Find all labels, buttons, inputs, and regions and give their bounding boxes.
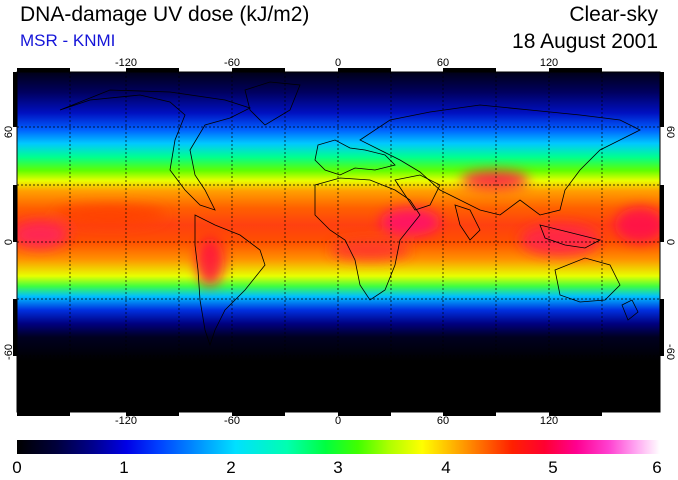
colorbar-label-4: 4 (441, 458, 451, 477)
map-date: 18 August 2001 (512, 30, 658, 53)
lon-tick-bottom-120: 120 (539, 415, 559, 427)
map-title: DNA-damage UV dose (kJ/m2) (20, 3, 310, 26)
lon-tick-top-120: 120 (539, 57, 559, 69)
map-frame (13, 68, 664, 416)
colorbar (17, 440, 660, 454)
data-source-label: MSR - KNMI (20, 31, 116, 50)
lon-tick-top-minus60: -60 (224, 57, 240, 69)
lon-tick-top-60: 60 (436, 57, 450, 69)
lon-tick-bottom-0: 0 (334, 415, 342, 427)
lon-tick-bottom-60: 60 (436, 415, 450, 427)
colorbar-label-6: 6 (652, 458, 662, 477)
lon-tick-top-0: 0 (334, 57, 342, 69)
sky-condition-label: Clear-sky (569, 3, 658, 26)
lon-tick-bottom-minus60: -60 (224, 415, 240, 427)
colorbar-label-0: 0 (12, 458, 22, 477)
colorbar-label-5: 5 (548, 458, 558, 477)
graticule (17, 72, 660, 412)
lon-tick-bottom-minus120: -120 (114, 415, 138, 427)
colorbar-label-2: 2 (226, 458, 236, 477)
uv-field (17, 72, 660, 412)
colorbar-label-3: 3 (333, 458, 343, 477)
lon-tick-top-minus120: -120 (114, 57, 138, 69)
colorbar-label-1: 1 (119, 458, 129, 477)
